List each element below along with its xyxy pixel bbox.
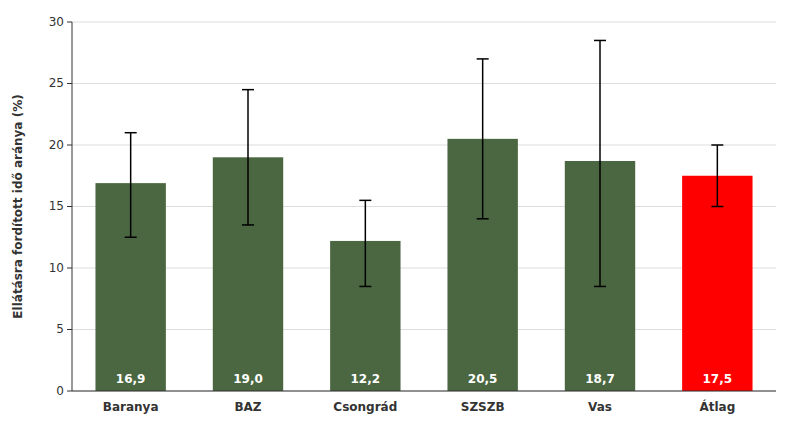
data-label: 12,2: [351, 372, 381, 386]
error-cap: [242, 224, 254, 226]
grid: [72, 22, 776, 391]
error-stem: [482, 59, 484, 219]
error-stem: [365, 200, 367, 286]
grid-line: [72, 391, 776, 392]
y-tick-label: 15: [49, 199, 64, 213]
y-tick: [67, 145, 72, 146]
y-axis-label: Ellátásra fordított idő aránya (%): [11, 94, 25, 318]
data-label: 16,9: [116, 372, 146, 386]
error-stem: [247, 90, 249, 225]
data-label: 18,7: [585, 372, 615, 386]
bar: [682, 176, 752, 391]
error-cap: [594, 286, 606, 288]
error-cap: [359, 200, 371, 202]
error-cap: [125, 237, 137, 239]
error-cap: [594, 40, 606, 42]
grid-line: [72, 145, 776, 146]
grid-line: [72, 268, 776, 269]
error-cap: [711, 144, 723, 146]
error-bar: [125, 133, 137, 238]
error-cap: [125, 132, 137, 134]
y-tick-label: 25: [49, 76, 64, 90]
error-bars: [125, 40, 724, 286]
x-tick-label: Baranya: [103, 400, 159, 414]
x-tick-label: SZSZB: [461, 400, 505, 414]
y-tick-label: 0: [56, 384, 64, 398]
y-tick: [67, 329, 72, 330]
data-label: 20,5: [468, 372, 498, 386]
error-bar: [359, 200, 371, 286]
y-tick: [67, 206, 72, 207]
error-cap: [242, 89, 254, 91]
y-tick-label: 20: [49, 138, 64, 152]
x-tick-label: Csongrád: [333, 400, 397, 414]
error-bar: [711, 145, 723, 207]
y-tick-label: 10: [49, 261, 64, 275]
y-tick: [67, 22, 72, 23]
x-tick-label: Vas: [588, 400, 612, 414]
error-stem: [130, 133, 132, 238]
error-cap: [711, 206, 723, 208]
grid-line: [72, 329, 776, 330]
grid-line: [72, 22, 776, 23]
chart-container: 0 5 10 15 20 25 30 16,9 19,0 12,2 20,5 18,7 17,5 Bara…: [0, 0, 796, 433]
x-tick-label: BAZ: [234, 400, 261, 414]
x-axis: Baranya BAZ Csongrád SZSZB Vas Átlag: [72, 391, 776, 414]
y-axis: 0 5 10 15 20 25 30: [49, 15, 72, 398]
y-tick-label: 30: [49, 15, 64, 29]
error-cap: [477, 58, 489, 60]
bars: [95, 139, 752, 391]
y-tick-label: 5: [56, 322, 64, 336]
grid-line: [72, 83, 776, 84]
y-tick: [67, 268, 72, 269]
error-cap: [477, 218, 489, 220]
error-bar: [594, 40, 606, 286]
y-tick: [67, 83, 72, 84]
grid-line: [72, 206, 776, 207]
chart-svg: 0 5 10 15 20 25 30 16,9 19,0 12,2 20,5 18,7 17,5 Bara…: [0, 0, 796, 433]
data-label: 19,0: [233, 372, 263, 386]
error-bar: [242, 90, 254, 225]
error-stem: [717, 145, 719, 207]
error-bar: [477, 59, 489, 219]
x-tick-label: Átlag: [699, 399, 735, 414]
error-stem: [599, 40, 601, 286]
data-label: 17,5: [703, 372, 733, 386]
y-tick: [67, 391, 72, 392]
error-cap: [359, 286, 371, 288]
y-axis-line: [72, 22, 73, 391]
x-axis-line: [72, 391, 776, 392]
data-labels: 16,9 19,0 12,2 20,5 18,7 17,5: [116, 372, 732, 386]
